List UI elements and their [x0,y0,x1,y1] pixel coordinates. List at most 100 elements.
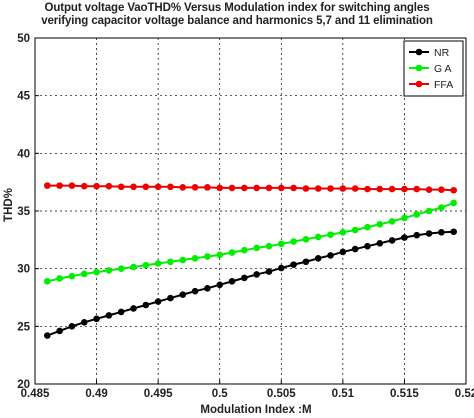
data-point-nr [302,258,310,266]
data-point-nr [450,228,457,236]
y-tick-label: 20 [17,379,30,391]
x-tick-label: 0.485 [21,388,50,400]
data-point-nr [93,315,100,323]
data-point-g-a [327,231,334,238]
axes: 0.485 0.49 0.495 0.5 0.505 0.51 0.515 0.52 20 25 3… [17,33,474,400]
data-point-g-a [438,204,445,211]
data-point-nr [277,264,285,272]
x-tick-label: 0.52 [455,388,474,400]
data-point-g-a [216,251,224,259]
data-point-nr [290,261,297,268]
data-point-ffa [339,185,347,192]
data-point-g-a [401,214,408,222]
y-tick-label: 50 [17,33,30,45]
data-point-nr [216,281,224,289]
data-point-nr [364,242,371,250]
y-tick-label: 30 [17,264,30,276]
data-point-ffa [241,184,248,192]
data-point-g-a [314,233,322,241]
legend-label: NR [434,47,450,59]
data-point-ffa [401,185,408,193]
series-g-a [44,199,457,285]
data-point-g-a [154,260,162,267]
data-point-ffa [425,186,433,193]
data-point-ffa [438,186,445,193]
data-point-g-a [80,270,88,278]
data-point-g-a [265,242,273,250]
data-point-nr [376,239,384,247]
data-point-ffa [167,183,174,191]
data-point-g-a [130,263,137,271]
y-tick-label: 45 [17,91,30,103]
legend-item-nr: NR [409,47,450,59]
y-tick-label: 40 [17,148,30,160]
data-point-ffa [327,185,334,192]
data-point-nr [339,248,347,256]
data-point-nr [351,245,359,253]
legend: NR G A FFA [403,40,464,97]
legend-item-ffa: FFA [409,79,453,91]
data-point-ffa [130,183,137,191]
data-point-nr [167,294,174,302]
series-line-nr [46,230,454,337]
legend-swatch-marker [415,64,423,72]
data-point-ffa [290,184,297,192]
data-point-g-a [388,218,396,225]
chart-title-line-1: Output voltage VaoTHD% Versus Modulation… [44,2,430,14]
data-point-g-a [290,238,297,245]
data-point-ffa [154,183,162,191]
series-ffa [44,182,457,194]
data-point-nr [314,254,322,262]
data-point-ffa [142,183,150,191]
data-point-nr [179,291,187,298]
data-point-g-a [56,275,63,282]
data-point-ffa [216,184,224,192]
chart-title-line-2: verifying capacitor voltage balance and … [41,15,433,27]
data-point-g-a [204,253,211,260]
data-point-nr [204,284,211,292]
series-nr [44,228,457,339]
data-point-nr [68,323,76,330]
data-point-nr [80,318,88,326]
data-point-g-a [364,223,371,231]
data-point-nr [265,268,273,275]
x-tick-label: 0.51 [332,388,355,400]
data-point-ffa [277,184,285,192]
data-point-ffa [388,185,396,193]
data-point-nr [142,301,150,309]
data-point-nr [425,230,433,237]
data-point-g-a [351,226,359,234]
data-point-ffa [302,185,310,192]
data-point-g-a [413,211,421,218]
y-tick-label: 25 [17,321,30,333]
data-point-ffa [413,185,421,193]
legend-swatch-marker [415,80,423,88]
legend-swatch-marker [415,48,423,56]
x-tick-label: 0.505 [267,388,296,400]
data-point-nr [44,332,51,339]
data-point-nr [253,271,260,278]
series-layer [44,182,457,339]
data-point-ffa [80,182,88,190]
data-point-g-a [117,265,125,272]
data-point-g-a [44,278,51,285]
x-tick-label: 0.5 [212,388,229,400]
data-point-ffa [44,182,51,189]
data-point-g-a [191,254,199,262]
data-point-ffa [314,185,322,192]
data-point-nr [191,287,199,295]
data-point-ffa [376,185,384,193]
data-point-g-a [105,267,113,274]
legend-label: G A [434,63,452,75]
data-point-g-a [253,244,260,252]
data-point-g-a [241,246,248,254]
data-point-g-a [228,249,236,256]
x-axis-label: Modulation Index :M [200,404,311,416]
data-point-g-a [167,258,174,266]
data-point-ffa [204,184,211,191]
data-point-nr [241,274,248,282]
data-point-nr [401,234,408,241]
x-tick-label: 0.495 [144,388,173,400]
series-line-g-a [47,201,455,283]
data-point-g-a [376,220,384,228]
